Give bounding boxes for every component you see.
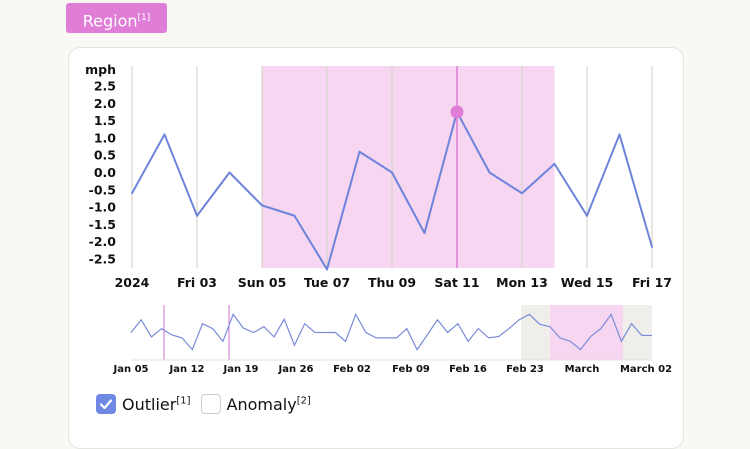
outlier-footnote: [1]: [176, 395, 191, 407]
overview-tick-label: Feb 16: [449, 364, 487, 375]
y-tick-label: -1.5: [89, 217, 116, 232]
outlier-text: Outlier: [122, 394, 177, 414]
y-tick-label: 2.0: [94, 96, 116, 111]
highlight-point: [450, 105, 464, 119]
x-tick-label: Fri 03: [177, 275, 217, 290]
highlight-region: [262, 66, 555, 268]
overview-tick-label: Jan 26: [278, 364, 314, 375]
y-axis-unit: mph: [85, 62, 116, 77]
y-tick-label: 1.5: [94, 113, 116, 128]
overview-tick-label: Feb 02: [333, 364, 371, 375]
checkmark-icon: [99, 399, 113, 410]
anomaly-label[interactable]: Anomaly[2]: [227, 395, 311, 414]
data-point: [326, 268, 328, 271]
x-tick-label: Tue 07: [304, 275, 350, 290]
anomaly-text: Anomaly: [226, 394, 297, 414]
y-tick-label: -1.0: [89, 200, 117, 215]
legend: Outlier[1] Anomaly[2]: [96, 394, 321, 414]
data-point: [586, 214, 588, 217]
data-point: [358, 150, 361, 153]
anomaly-checkbox[interactable]: [200, 394, 221, 414]
data-point: [423, 232, 426, 235]
x-tick-label: Sat 11: [434, 275, 479, 290]
data-point: [196, 214, 198, 217]
data-point: [651, 245, 653, 248]
outlier-checkbox[interactable]: [96, 394, 116, 414]
outlier-label[interactable]: Outlier[1]: [122, 395, 191, 414]
y-tick-label: -2.5: [89, 252, 116, 267]
region-footnote: [1]: [137, 13, 151, 23]
overview-tick-label: March: [565, 364, 600, 375]
overview-line: [130, 312, 652, 351]
data-point: [391, 171, 393, 174]
x-tick-label: Wed 15: [561, 275, 614, 290]
main-chart: 2024 Fri 03 Sun 05 Tue 07 Thu 09 Sat 11 Mon 13…: [85, 62, 672, 375]
data-point: [488, 171, 491, 174]
data-point: [618, 133, 621, 136]
data-point: [261, 204, 263, 207]
data-point: [521, 192, 523, 195]
x-tick-label: 2024: [115, 275, 150, 290]
data-point: [293, 214, 296, 217]
x-tick-label: Fri 17: [632, 275, 672, 290]
data-point: [553, 162, 556, 165]
y-tick-label: 1.0: [94, 130, 116, 145]
y-tick-label: 0.5: [94, 148, 116, 163]
overview-region: [550, 305, 623, 360]
overview-tick-label: Jan 05: [113, 364, 149, 375]
data-point: [228, 171, 231, 174]
overview-tick-label: Feb 09: [392, 364, 430, 375]
x-tick-label: Sun 05: [238, 275, 287, 290]
data-point: [131, 192, 133, 195]
y-tick-label: -0.5: [89, 182, 116, 197]
overview-tick-label: Feb 23: [506, 364, 544, 375]
region-button[interactable]: Region[1]: [66, 3, 167, 33]
region-label: Region: [82, 11, 138, 31]
y-tick-label: -2.0: [89, 234, 117, 249]
y-tick-label: 0.0: [94, 165, 116, 180]
anomaly-footnote: [2]: [296, 395, 311, 407]
data-point: [163, 133, 166, 136]
overview-tick-label: Jan 12: [169, 364, 205, 375]
y-tick-label: 2.5: [94, 79, 116, 94]
x-tick-label: Mon 13: [496, 275, 548, 290]
overview-tick-label: March 02: [620, 364, 672, 375]
overview-tick-label: Jan 19: [223, 364, 259, 375]
x-tick-label: Thu 09: [368, 275, 416, 290]
